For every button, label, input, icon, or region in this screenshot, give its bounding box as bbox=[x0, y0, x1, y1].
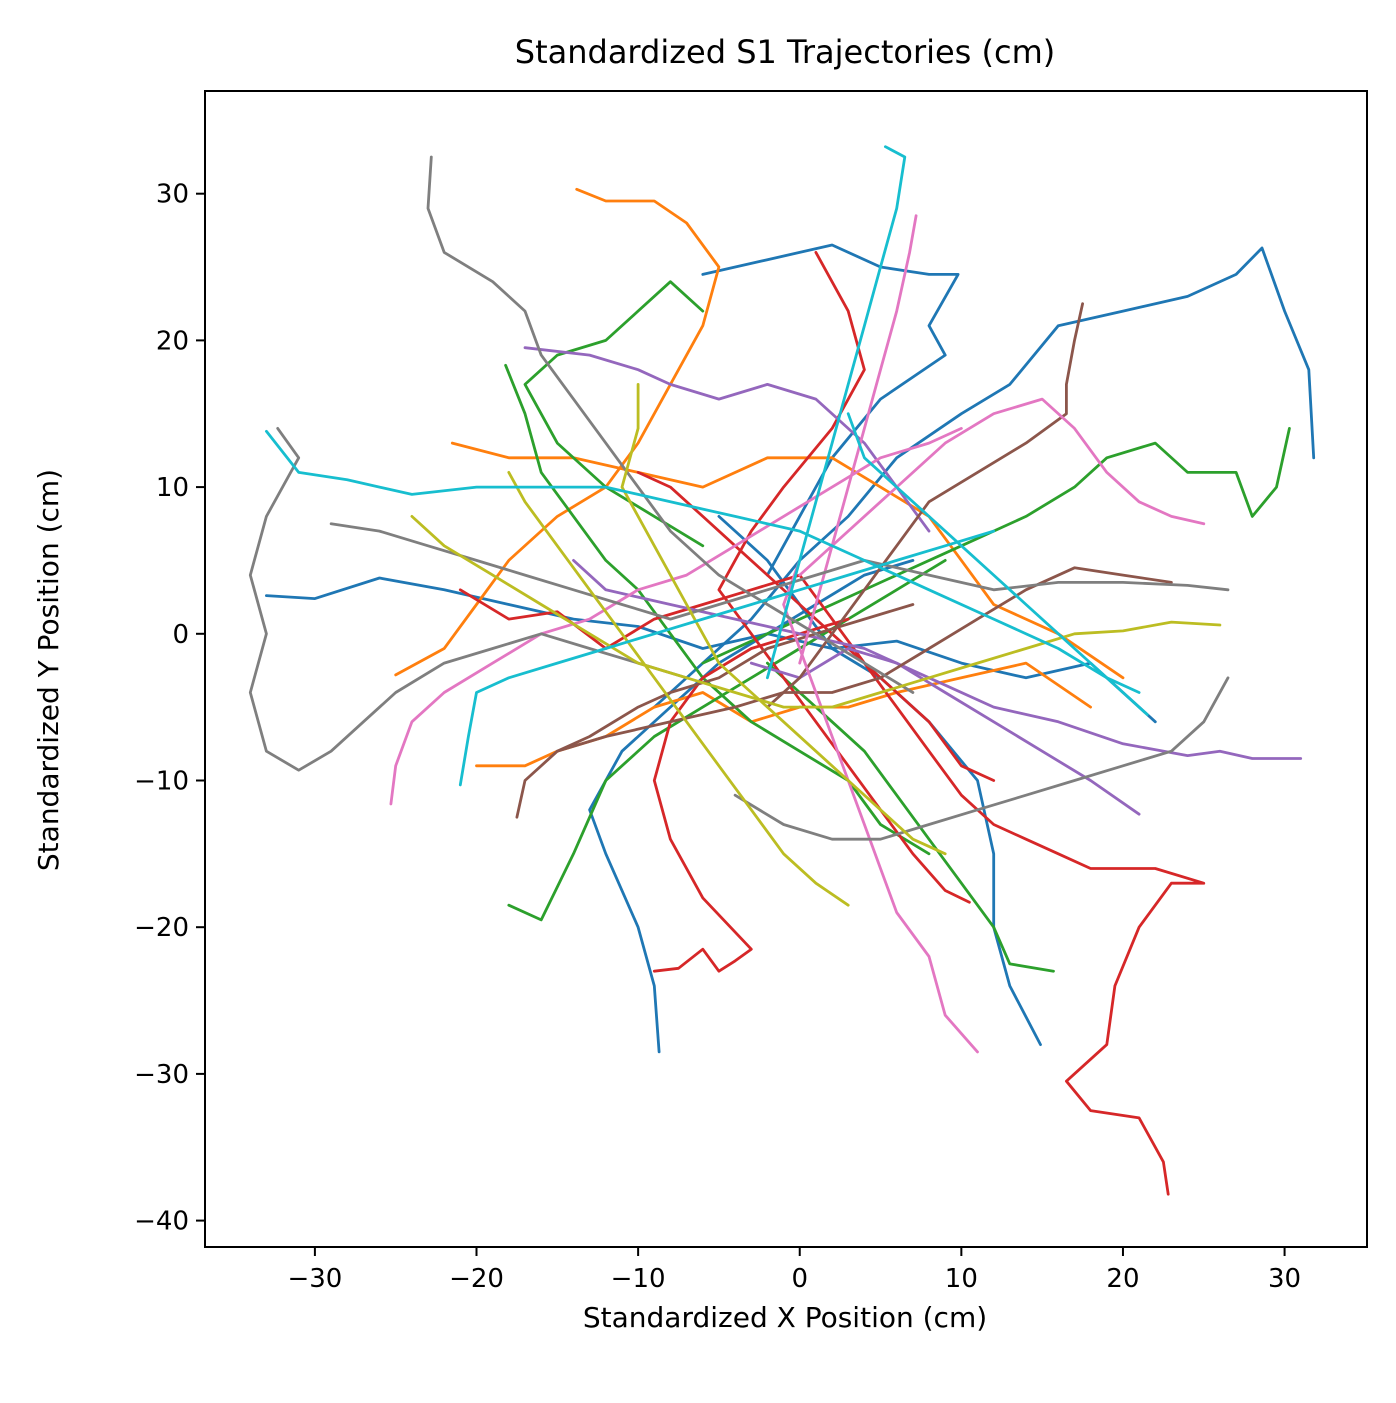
x-axis-ticks: −30 −20 −10 0 10 20 30 bbox=[287, 1247, 1301, 1294]
y-tick-label: −20 bbox=[134, 913, 189, 943]
x-tick-label: −10 bbox=[611, 1264, 666, 1294]
trajectory-line-31 bbox=[329, 522, 1230, 621]
x-tick-label: 0 bbox=[791, 1264, 808, 1294]
y-tick-label: 20 bbox=[156, 326, 189, 356]
plot-frame bbox=[204, 90, 1368, 1248]
y-tick-label: 30 bbox=[156, 180, 189, 210]
trajectory-line-5 bbox=[701, 243, 960, 577]
trajectory-line-24 bbox=[389, 426, 963, 806]
x-tick-label: −30 bbox=[287, 1264, 342, 1294]
chart-title: Standardized S1 Trajectories (cm) bbox=[515, 33, 1056, 71]
x-tick-label: −20 bbox=[449, 1264, 504, 1294]
x-tick-label: 20 bbox=[1106, 1264, 1139, 1294]
x-tick-label: 10 bbox=[945, 1264, 978, 1294]
y-tick-label: −10 bbox=[134, 766, 189, 796]
trajectory-line-19 bbox=[523, 346, 931, 533]
trajectory-line-33 bbox=[507, 470, 850, 907]
trajectory-line-23 bbox=[555, 566, 1173, 753]
trajectory-line-28 bbox=[426, 155, 915, 694]
x-tick-label: 30 bbox=[1268, 1264, 1301, 1294]
trajectory-line-18 bbox=[572, 559, 1303, 760]
x-axis-title: Standardized X Position (cm) bbox=[583, 1301, 987, 1334]
trajectory-line-12 bbox=[766, 661, 1055, 973]
trajectory-line-6 bbox=[394, 187, 721, 677]
trajectory-line-15 bbox=[652, 617, 850, 973]
trajectory-line-36 bbox=[766, 145, 907, 680]
trajectory-line-1 bbox=[264, 576, 1157, 724]
trajectory-layer bbox=[248, 145, 1316, 1196]
trajectory-line-20 bbox=[749, 647, 1141, 816]
trajectory-line-32 bbox=[410, 515, 1222, 709]
y-axis-ticks: −40 −30 −20 −10 0 10 20 30 bbox=[134, 180, 205, 1237]
y-axis-title: Standardized Y Position (cm) bbox=[32, 469, 65, 871]
trajectory-line-26 bbox=[798, 397, 1206, 577]
trajectory-line-3 bbox=[588, 559, 915, 1054]
trajectory-line-38 bbox=[846, 412, 1149, 716]
trajectory-line-37 bbox=[458, 529, 996, 787]
trajectory-line-29 bbox=[248, 426, 688, 772]
trajectory-line-14 bbox=[636, 470, 1206, 1196]
trajectory-line-17 bbox=[458, 573, 996, 782]
trajectory-line-30 bbox=[733, 676, 1230, 841]
trajectory-line-10 bbox=[701, 426, 1291, 665]
trajectory-line-27 bbox=[798, 214, 918, 665]
y-tick-label: −40 bbox=[134, 1207, 189, 1237]
trajectory-line-35 bbox=[264, 429, 1141, 694]
trajectory-line-11 bbox=[507, 559, 947, 922]
y-tick-label: 0 bbox=[172, 620, 189, 650]
trajectory-line-25 bbox=[782, 559, 979, 1054]
y-tick-label: 10 bbox=[156, 473, 189, 503]
trajectory-line-34 bbox=[620, 382, 947, 856]
trajectory-line-13 bbox=[523, 280, 705, 548]
trajectory-line-22 bbox=[515, 603, 915, 819]
y-tick-label: −30 bbox=[134, 1060, 189, 1090]
trajectory-line-16 bbox=[717, 250, 971, 904]
trajectory-line-2 bbox=[652, 246, 1316, 709]
